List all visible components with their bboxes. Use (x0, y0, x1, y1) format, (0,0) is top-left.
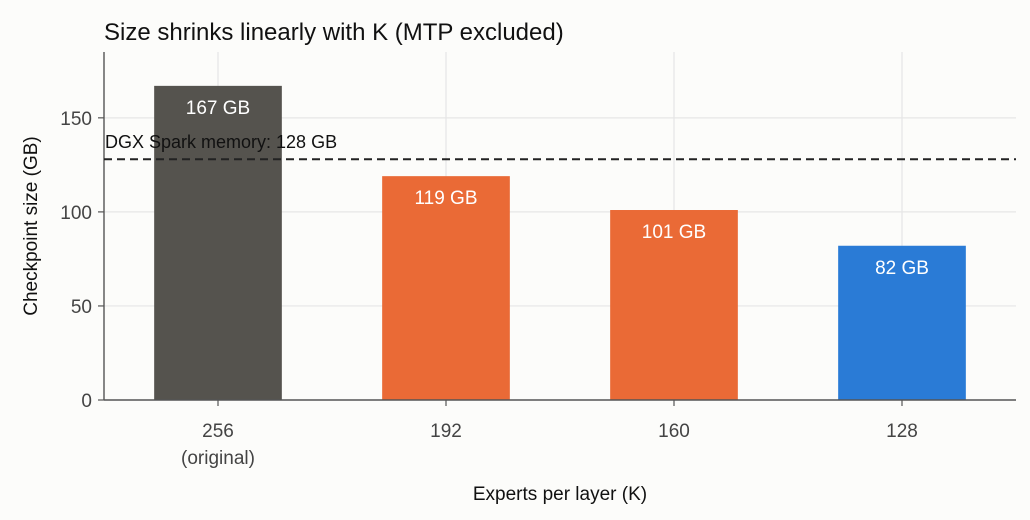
x-tick-label: 256 (202, 421, 234, 442)
chart-title: Size shrinks linearly with K (MTP exclud… (104, 19, 564, 46)
bar-data-label: 119 GB (414, 188, 477, 209)
x-axis-label: Experts per layer (K) (473, 484, 647, 505)
x-tick-label: 192 (430, 421, 462, 442)
bar-data-label: 82 GB (875, 258, 929, 279)
reference-line-label: DGX Spark memory: 128 GB (105, 132, 337, 152)
bar-data-label: 167 GB (186, 98, 250, 119)
bar-data-label: 101 GB (642, 222, 706, 243)
x-tick-sublabel: (original) (181, 448, 255, 469)
y-tick-label: 100 (60, 203, 92, 224)
bar (382, 176, 510, 400)
y-tick-label: 0 (81, 391, 92, 412)
y-tick-label: 50 (71, 297, 92, 318)
bars: 167 GB 119 GB 101 GB 82 GB (154, 85, 966, 400)
bar (154, 85, 282, 400)
axes: 0 50 100 150 256 (original) 192 160 128 (60, 52, 1016, 469)
y-axis-label: Checkpoint size (GB) (21, 136, 42, 316)
x-tick-label: 160 (658, 421, 690, 442)
x-tick-label: 128 (886, 421, 918, 442)
bar (838, 245, 966, 400)
bar (610, 210, 738, 400)
y-tick-label: 150 (60, 109, 92, 130)
reference-line-group: DGX Spark memory: 128 GB (104, 132, 1016, 161)
